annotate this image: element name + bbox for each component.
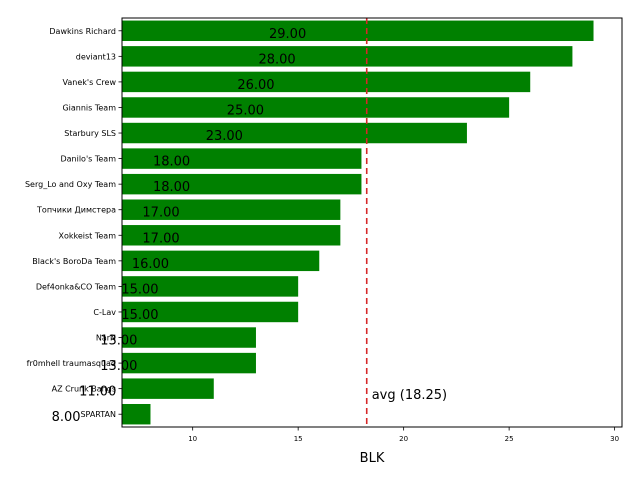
bar-value-label: 15.00 [121, 282, 158, 297]
bar [122, 327, 256, 348]
y-tick-label: Топчики Димстера [36, 206, 116, 215]
bar-value-label: 13.00 [100, 334, 137, 349]
bar [122, 148, 362, 169]
bar [122, 301, 299, 323]
bar-value-label: 8.00 [52, 410, 81, 425]
bar [122, 46, 573, 67]
bar [122, 403, 151, 425]
bar [122, 122, 467, 144]
y-tick-label: Vanek's Crew [63, 78, 117, 87]
y-tick-label: Black's BoroDa Team [32, 257, 116, 266]
x-tick-label: 30 [610, 435, 619, 443]
y-tick-label: Giannis Team [62, 103, 116, 112]
bar-value-label: 18.00 [153, 155, 190, 170]
bar-labels-layer: 29.00 28.00 26.00 25.00 23.00 18.00 18.00 17.00… [52, 27, 307, 425]
bar-value-label: 15.00 [121, 308, 158, 323]
x-tick-label: 10 [188, 435, 197, 443]
x-axis: 10 15 20 25 30 [188, 427, 619, 443]
y-tick-label: Xokkeist Team [59, 231, 117, 240]
bar-value-label: 11.00 [79, 385, 116, 400]
bar-value-label: 17.00 [142, 206, 179, 221]
reference-line-layer: avg (18.25) [365, 18, 447, 427]
y-axis: Dawkins Richard deviant13 Vanek's Crew Gian… [25, 27, 122, 419]
bar [122, 352, 256, 374]
bar-value-label: 23.00 [206, 129, 243, 144]
bar-value-label: 26.00 [237, 78, 274, 93]
y-tick-label: fr0mhell traumasquad [27, 359, 116, 368]
y-tick-label: Serg_Lo and Oxy Team [25, 180, 116, 189]
bar [122, 97, 510, 118]
bar-value-label: 13.00 [100, 359, 137, 374]
bar-value-label: 29.00 [269, 27, 306, 42]
y-tick-label: Danilo's Team [60, 155, 116, 164]
bar [122, 276, 299, 297]
x-tick-label: 25 [505, 435, 514, 443]
bar [122, 20, 594, 42]
bar-value-label: 18.00 [153, 180, 190, 195]
plot-frame [121, 17, 623, 428]
x-tick-label: 20 [399, 435, 408, 443]
y-tick-label: deviant13 [76, 52, 116, 61]
bar [122, 378, 214, 399]
y-tick-label: NarN [96, 334, 116, 343]
y-tick-label: SPARTAN [80, 410, 116, 419]
bar [122, 225, 341, 246]
x-tick-label: 15 [294, 435, 303, 443]
bar [122, 250, 320, 272]
y-tick-label: Def4onka&CO Team [36, 282, 116, 291]
bar-value-label: 16.00 [132, 257, 169, 272]
bar-value-label: 25.00 [227, 103, 264, 118]
x-axis-label: BLK [360, 451, 385, 466]
y-tick-label: C-Lav [93, 308, 116, 317]
bar [122, 199, 341, 220]
bar-value-label: 28.00 [258, 52, 295, 67]
y-tick-label: AZ Crunk Bangs [52, 385, 116, 394]
average-label: avg (18.25) [372, 388, 447, 403]
bar [122, 173, 362, 195]
y-tick-label: Dawkins Richard [49, 27, 116, 36]
bars-layer [122, 20, 594, 425]
bar [122, 71, 531, 93]
bar-value-label: 17.00 [142, 231, 179, 246]
y-tick-label: Starbury SLS [64, 129, 116, 138]
